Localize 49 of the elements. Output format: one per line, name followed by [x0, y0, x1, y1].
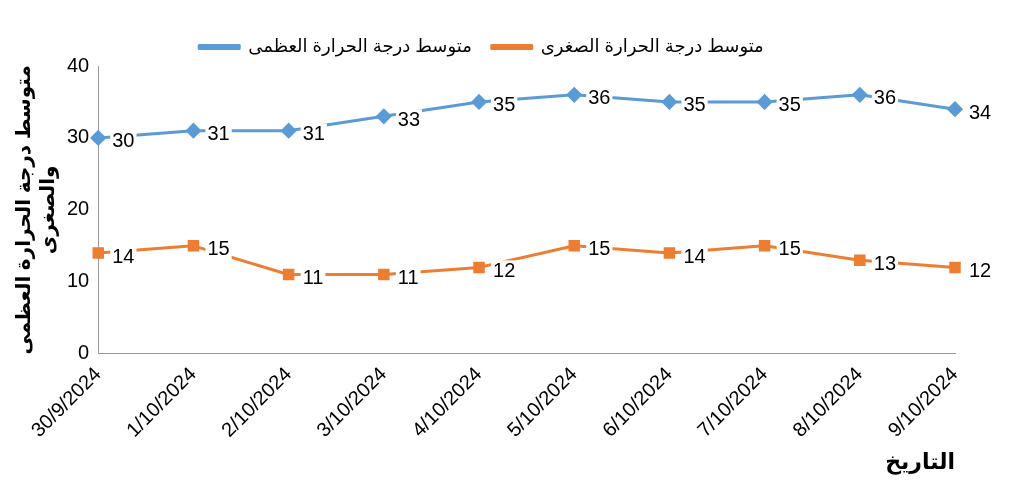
data-label: 35	[683, 93, 706, 116]
data-label: 15	[207, 237, 230, 260]
data-label: 30	[112, 129, 135, 152]
data-label: 14	[112, 244, 135, 267]
point	[471, 94, 487, 110]
point	[949, 261, 961, 274]
data-label: 14	[683, 244, 706, 267]
data-label: 31	[207, 122, 230, 145]
point	[852, 87, 868, 103]
data-label: 11	[397, 266, 419, 289]
point	[282, 268, 295, 281]
y-tick-label: 20	[67, 197, 90, 220]
data-label: 13	[873, 251, 897, 274]
point	[376, 108, 392, 124]
data-label: 36	[873, 86, 897, 109]
data-label: 11	[302, 266, 324, 289]
data-label: 36	[588, 86, 611, 109]
point	[566, 87, 582, 103]
point	[568, 240, 580, 252]
data-label: 33	[397, 107, 421, 130]
point	[281, 123, 297, 139]
y-tick-label: 0	[78, 341, 90, 364]
point	[185, 123, 201, 139]
y-tick-label: 40	[67, 53, 90, 76]
point	[473, 261, 485, 274]
point	[378, 268, 390, 281]
data-label: 34	[969, 100, 992, 123]
point	[947, 101, 963, 117]
legend-label: متوسط درجة الحرارة العظمى	[248, 35, 472, 57]
point	[187, 240, 200, 252]
legend-label: متوسط درجة الحرارة الصغرى	[540, 35, 764, 57]
data-label: 35	[778, 93, 801, 116]
point	[90, 130, 106, 146]
y-tick-label: 30	[67, 125, 90, 148]
data-label: 12	[493, 258, 516, 281]
data-label: 15	[588, 237, 611, 260]
x-axis-title: التاريخ	[885, 448, 955, 475]
y-axis-title: متوسط درجة الحرارة العظمى والصغرى	[11, 65, 59, 355]
data-label: 12	[969, 258, 992, 281]
point	[663, 247, 676, 259]
y-tick-label: 10	[67, 269, 90, 292]
point	[757, 94, 773, 110]
point	[758, 240, 771, 252]
point	[92, 247, 104, 259]
data-label: 15	[778, 237, 801, 260]
point	[854, 254, 866, 266]
data-label: 35	[493, 93, 516, 116]
point	[661, 94, 677, 110]
data-label: 31	[302, 122, 325, 145]
